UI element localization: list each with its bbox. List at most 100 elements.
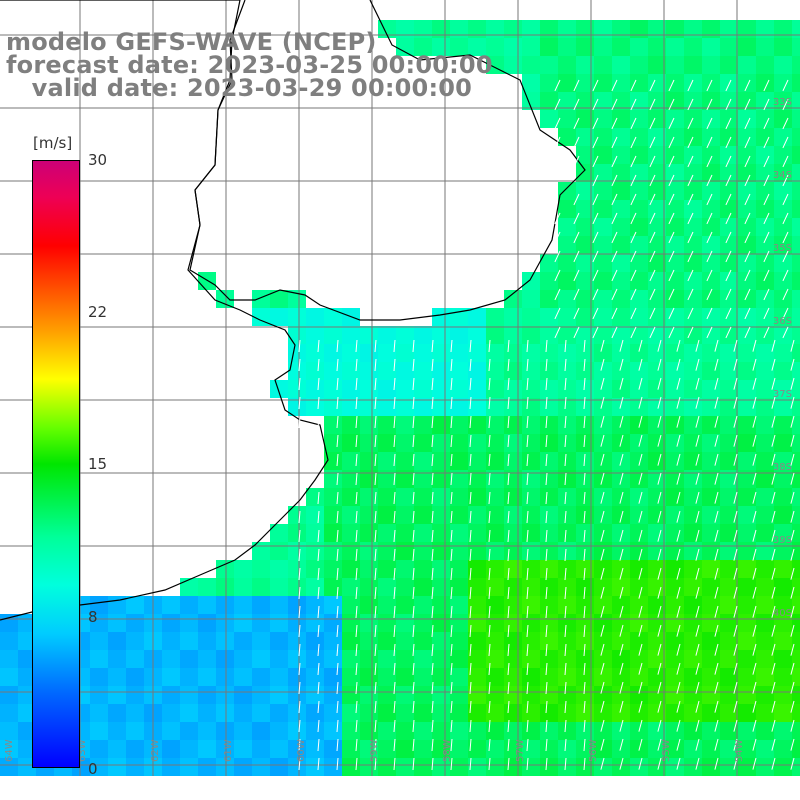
speed-cell [576,758,594,776]
wind-arrow [619,415,624,428]
speed-cell [684,308,702,326]
speed-cell [486,488,504,506]
speed-cell [792,488,800,506]
wind-arrow [657,719,662,732]
wind-arrow [706,117,713,130]
wind-direction-arrows [298,79,795,771]
wind-arrow [450,586,453,600]
speed-cell [468,416,486,434]
wind-arrow [771,643,776,656]
wind-arrow [526,700,529,714]
speed-cell [234,650,252,668]
speed-cell [774,218,792,236]
wind-arrow [412,700,415,714]
speed-cell [612,524,630,542]
speed-cell [576,704,594,722]
wind-arrow [469,700,472,714]
speed-cell [396,668,414,686]
speed-cell [378,668,396,686]
speed-cell [774,452,792,470]
speed-cell [630,686,648,704]
speed-cell [432,542,450,560]
speed-cell [324,344,342,362]
speed-cell [126,704,144,722]
wind-arrow [545,453,548,467]
speed-cell [378,722,396,740]
speed-cell [558,362,576,380]
speed-cell [558,650,576,668]
speed-cell [630,344,648,362]
wind-arrow [706,212,713,225]
speed-cell [360,452,378,470]
wind-arrow [733,358,738,371]
longitude-label: 56W [588,739,599,762]
wind-arrow [706,136,713,149]
wind-arrow [657,453,662,466]
wind-arrow [676,453,681,466]
speed-cell [360,560,378,578]
wind-arrow [733,453,738,466]
wind-arrow [317,491,320,505]
wind-arrow [564,586,567,600]
wind-arrow [317,662,320,676]
speed-cell [450,650,468,668]
wind-arrow [630,212,637,225]
speed-cell [378,326,396,344]
wind-arrow [790,700,795,713]
wind-arrow [771,434,776,447]
speed-cell [360,326,378,344]
speed-cell [666,362,684,380]
wind-arrow [583,738,586,752]
wind-arrow [649,288,656,301]
speed-cell [666,164,684,182]
speed-cell [720,686,738,704]
speed-cell [756,632,774,650]
speed-cell [774,596,792,614]
wind-arrow [676,358,681,371]
wind-arrow [554,269,561,282]
speed-cell [792,380,800,398]
speed-cell [612,308,630,326]
speed-cell [738,380,756,398]
wind-arrow [752,358,757,371]
speed-cell [378,614,396,632]
wind-arrow [336,396,339,410]
speed-cell [648,128,666,146]
wind-arrow [782,98,789,111]
wind-arrow [336,358,339,372]
speed-cell [558,488,576,506]
speed-cell [396,506,414,524]
speed-cell [450,524,468,542]
wind-arrow [657,738,662,751]
speed-cell [324,758,342,776]
wind-arrow [355,358,358,372]
speed-cell [396,722,414,740]
speed-cell [648,74,666,92]
speed-cell [774,488,792,506]
speed-cell [594,344,612,362]
wind-arrow [317,510,320,524]
wind-arrow [592,136,599,149]
wind-arrow [771,719,776,732]
wind-arrow [676,415,681,428]
wind-arrow [630,231,637,244]
speed-cell [738,362,756,380]
speed-cell [414,416,432,434]
wind-arrow [733,757,738,770]
wind-arrow [545,548,548,562]
speed-cell [738,722,756,740]
speed-cell [702,686,720,704]
wind-arrow [431,624,434,638]
wind-arrow [752,681,757,694]
speed-cell [270,740,288,758]
speed-cell [288,650,306,668]
speed-cell [432,596,450,614]
latitude-label: 33S [773,97,792,108]
speed-cell [522,596,540,614]
wind-arrow [790,605,795,618]
speed-cell [594,74,612,92]
wind-arrow [412,434,415,448]
speed-cell [270,686,288,704]
speed-cell [486,560,504,578]
wind-arrow [564,738,567,752]
